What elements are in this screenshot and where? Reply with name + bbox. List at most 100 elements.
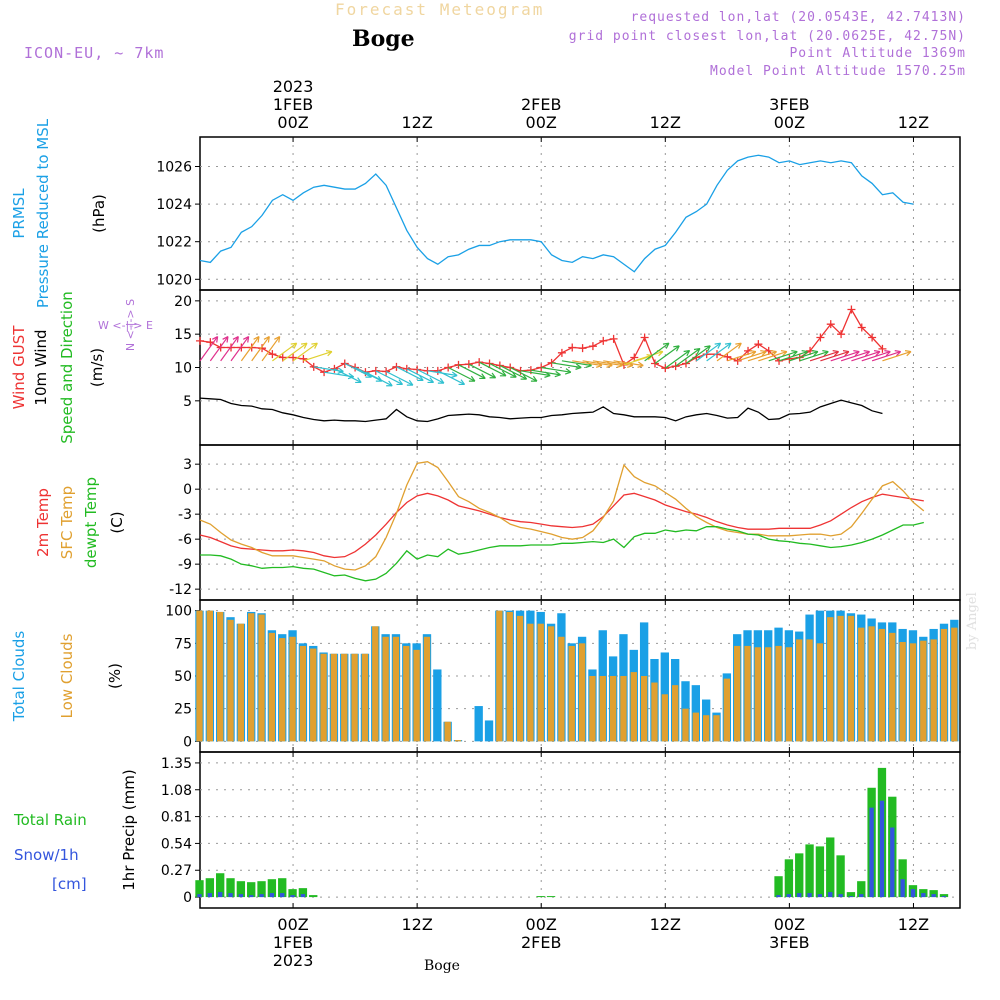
low-cloud-bar xyxy=(392,636,400,742)
top-time-label: 3FEB xyxy=(769,95,809,114)
rain-bar xyxy=(195,880,204,898)
series-line xyxy=(199,397,883,423)
wind-arrow-head xyxy=(749,350,757,357)
panel-side-label: Wind GUST xyxy=(10,325,28,410)
wind-direction-arrow xyxy=(592,360,623,367)
low-cloud-bar xyxy=(320,653,327,742)
rain-bar xyxy=(898,859,907,898)
wind-direction-arrow xyxy=(272,342,298,362)
low-cloud-bar xyxy=(620,676,627,742)
wind-arrow-head xyxy=(325,350,333,357)
low-cloud-bar xyxy=(609,676,617,742)
low-cloud-bar xyxy=(630,672,637,742)
wind-arrow-head xyxy=(396,379,403,386)
wind-arrow-head xyxy=(714,342,722,349)
rain-bar xyxy=(267,879,277,898)
y-tick-label: 0.54 xyxy=(161,836,192,852)
low-cloud-bar xyxy=(734,645,741,742)
low-cloud-bar xyxy=(889,632,896,742)
wind-arrow-head xyxy=(290,342,298,349)
panel-side-label: PRMSL xyxy=(10,188,28,239)
snow-bar xyxy=(238,894,244,898)
wind-direction-arrow xyxy=(830,350,860,362)
wind-direction-arrow xyxy=(230,336,250,362)
grid-point-coordinates: grid point closest lon,lat (20.0625E, 42… xyxy=(568,29,966,44)
snow-bar xyxy=(197,894,202,898)
low-cloud-bar xyxy=(516,615,524,742)
wind-direction-arrow xyxy=(489,362,517,378)
wind-direction-arrow xyxy=(240,336,260,362)
gust-marker xyxy=(847,305,856,314)
rain-bar xyxy=(536,896,545,898)
panel-side-label: (m/s) xyxy=(88,348,106,387)
wind-arrow-head xyxy=(222,336,229,343)
wind-arrow-head xyxy=(489,372,497,379)
panel-side-label: SFC Temp xyxy=(58,486,76,559)
wind-arrow-head xyxy=(637,361,644,368)
rain-bar xyxy=(857,881,866,898)
low-cloud-bar xyxy=(279,638,286,742)
top-time-label: 12Z xyxy=(650,113,681,132)
snow-bar xyxy=(207,893,213,898)
gust-marker xyxy=(371,366,380,375)
low-cloud-bar xyxy=(403,645,410,742)
wind-direction-arrow xyxy=(447,366,476,382)
y-tick-label: 3 xyxy=(183,457,192,473)
low-cloud-bar xyxy=(578,643,586,742)
panel-side-label: 1hr Precip (mm) xyxy=(120,769,138,890)
gust-marker xyxy=(578,344,587,353)
panel-side-label: Total Clouds xyxy=(10,631,28,723)
low-cloud-bar xyxy=(268,632,276,742)
wind-direction-arrow xyxy=(695,342,721,362)
panel-side-label: 10m Wind xyxy=(32,329,50,405)
low-cloud-bar xyxy=(527,623,534,742)
wind-arrow-head xyxy=(243,336,250,343)
snow-bar xyxy=(797,893,802,898)
panel-side-label: (C) xyxy=(108,511,126,533)
low-cloud-bar xyxy=(537,623,544,742)
snow-bar xyxy=(941,896,947,898)
wind-arrow-head xyxy=(311,342,318,349)
snow-bar xyxy=(921,893,926,898)
wind-arrow-head xyxy=(735,342,742,349)
wind-arrow-head xyxy=(274,336,281,343)
wind-arrow-head xyxy=(832,350,840,357)
low-cloud-bar xyxy=(196,610,203,742)
top-time-label: 2023 xyxy=(273,77,314,96)
wind-arrow-head xyxy=(212,336,219,343)
rain-bar xyxy=(815,846,825,898)
low-cloud-bar xyxy=(827,617,834,742)
wind-arrow-head xyxy=(263,336,270,343)
wind-direction-arrow xyxy=(861,350,891,362)
gust-marker xyxy=(568,343,577,352)
wind-direction-arrow xyxy=(634,350,664,362)
low-cloud-bar xyxy=(682,708,689,742)
meteogram-title: Forecast Meteogram xyxy=(335,0,545,19)
low-cloud-bar xyxy=(661,694,668,742)
gust-marker xyxy=(754,340,763,349)
wind-direction-arrow xyxy=(220,336,239,362)
wind-direction-arrow xyxy=(551,362,582,369)
y-tick-label: 100 xyxy=(165,604,192,620)
snow-bar xyxy=(859,894,864,898)
low-cloud-bar xyxy=(258,614,265,742)
panel-side-label: Pressure Reduced to MSL xyxy=(34,118,52,308)
gust-marker xyxy=(299,354,308,363)
wind-arrow-head xyxy=(673,345,680,352)
wind-arrow-head xyxy=(520,373,528,380)
bottom-time-label: 2FEB xyxy=(521,933,561,952)
footer-station-name: Boge xyxy=(424,958,460,974)
rain-bar xyxy=(836,855,845,898)
snow-bar xyxy=(218,892,223,898)
low-cloud-bar xyxy=(796,639,803,742)
wind-direction-arrow xyxy=(820,350,850,362)
wind-arrow-head xyxy=(468,375,476,382)
snow-bar xyxy=(817,894,823,898)
low-cloud-bar xyxy=(775,645,782,742)
wind-direction-arrow xyxy=(261,336,281,362)
low-cloud-bar xyxy=(289,636,296,742)
snow-bar xyxy=(900,879,905,898)
low-cloud-bar xyxy=(951,627,958,742)
low-cloud-bar xyxy=(930,639,937,742)
